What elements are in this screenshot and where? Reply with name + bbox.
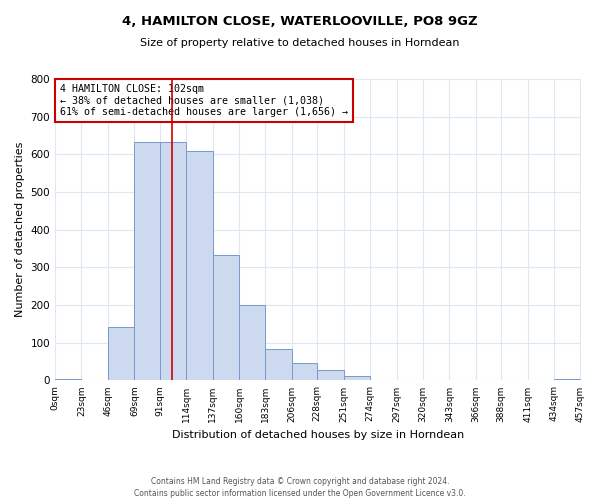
Bar (292, 364, 317, 380)
Bar (317, 370, 344, 380)
X-axis label: Distribution of detached houses by size in Horndean: Distribution of detached houses by size … (172, 430, 464, 440)
Bar (239, 305, 265, 380)
Bar (265, 349, 292, 380)
Bar (212, 256, 239, 380)
Text: Contains HM Land Registry data © Crown copyright and database right 2024.
Contai: Contains HM Land Registry data © Crown c… (134, 476, 466, 498)
Y-axis label: Number of detached properties: Number of detached properties (15, 142, 25, 318)
Bar (134, 142, 160, 380)
Text: 4 HAMILTON CLOSE: 102sqm
← 38% of detached houses are smaller (1,038)
61% of sem: 4 HAMILTON CLOSE: 102sqm ← 38% of detach… (60, 84, 348, 116)
Bar (344, 376, 370, 380)
Text: Size of property relative to detached houses in Horndean: Size of property relative to detached ho… (140, 38, 460, 48)
Bar (108, 326, 134, 380)
Bar (554, 378, 580, 380)
Bar (160, 142, 186, 380)
Bar (186, 152, 212, 380)
Text: 4, HAMILTON CLOSE, WATERLOOVILLE, PO8 9GZ: 4, HAMILTON CLOSE, WATERLOOVILLE, PO8 9G… (122, 15, 478, 28)
